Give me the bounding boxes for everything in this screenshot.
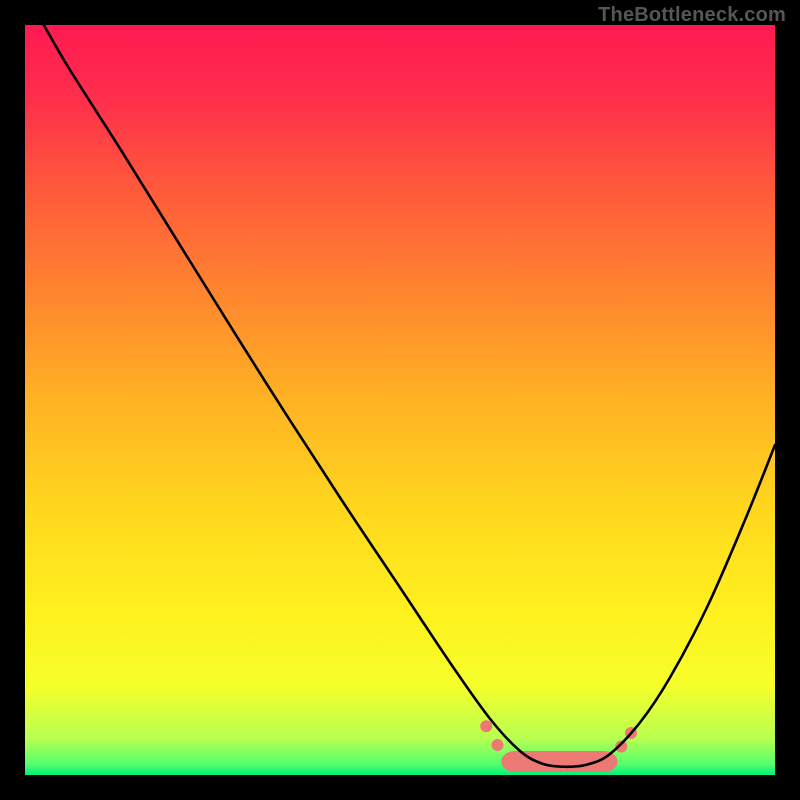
chart-frame: TheBottleneck.com [0,0,800,800]
watermark-label: TheBottleneck.com [598,4,786,27]
chart-svg [25,25,775,775]
gradient-background [25,25,775,775]
plot-area [25,25,775,775]
marker-dot [480,720,492,732]
marker-dot [492,739,504,751]
